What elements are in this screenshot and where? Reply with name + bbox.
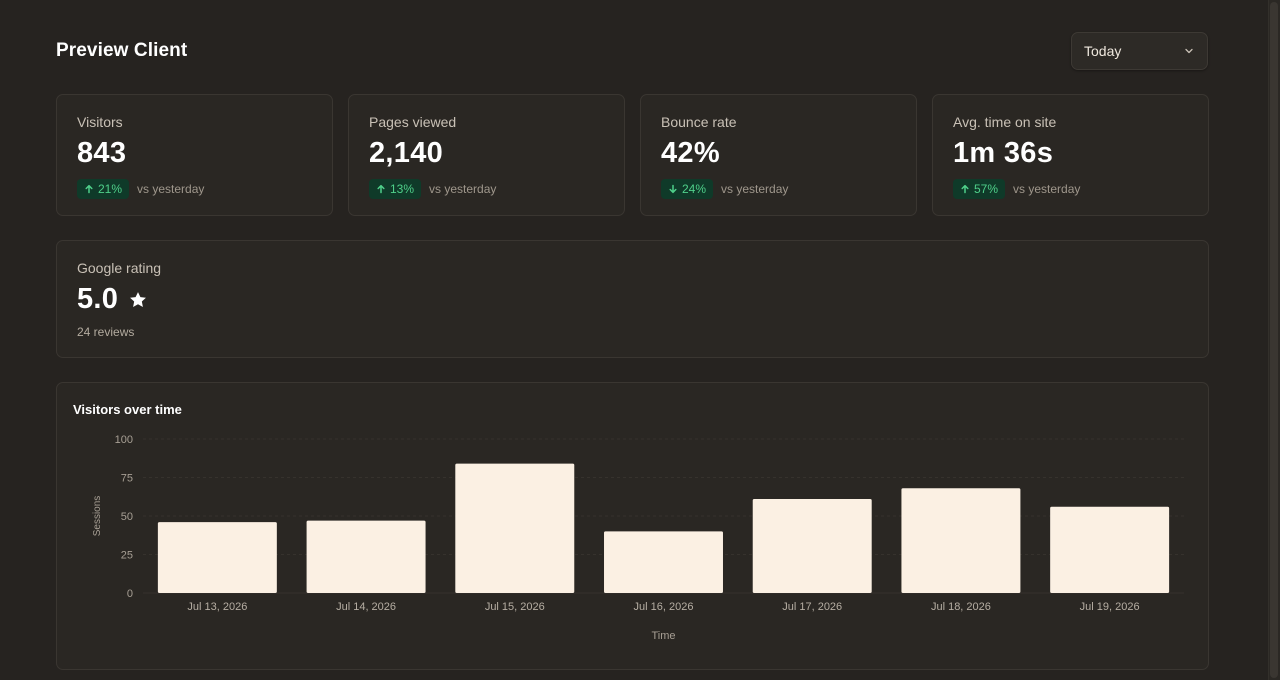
delta-value: 57%: [974, 182, 999, 196]
stat-delta-row: 57% vs yesterday: [953, 179, 1080, 199]
visitors-chart-card: Visitors over time 0 25 50 75 100 Jul 13, 202…: [56, 382, 1209, 670]
stat-value: 1m 36s: [953, 137, 1054, 169]
delta-value: 24%: [682, 182, 707, 196]
delta-value: 21%: [98, 182, 123, 196]
x-tick-label: Jul 19, 2026: [1080, 601, 1140, 613]
arrow-up-icon: [377, 184, 385, 194]
stat-card: Pages viewed 2,140 13% vs yesterday: [348, 94, 625, 216]
arrow-up-icon: [85, 184, 93, 194]
rating-row: 5.0: [77, 283, 148, 316]
delta-badge: 21%: [77, 179, 130, 199]
chevron-down-icon: [1185, 48, 1193, 54]
page-title: Preview Client: [56, 40, 188, 61]
stat-value: 42%: [661, 137, 720, 169]
delta-badge: 13%: [369, 179, 422, 199]
chart-bar: [752, 499, 872, 593]
x-tick-label: Jul 16, 2026: [634, 601, 694, 613]
delta-suffix: vs yesterday: [429, 182, 497, 196]
chart-bar: [306, 520, 426, 593]
page-scrollbar[interactable]: [1268, 0, 1280, 680]
chart-bar: [157, 522, 277, 593]
rating-reviews: 24 reviews: [77, 325, 135, 339]
period-select[interactable]: Today: [1071, 32, 1208, 70]
chart-bar: [901, 488, 1021, 593]
chart-bar: [604, 531, 723, 593]
stat-label: Visitors: [77, 114, 123, 130]
rating-value: 5.0: [77, 283, 119, 315]
star-icon: [130, 291, 147, 307]
arrow-down-icon: [669, 184, 677, 194]
google-rating-card: Google rating 5.0 24 reviews: [56, 240, 1209, 358]
x-tick-label: Jul 18, 2026: [931, 601, 991, 613]
y-tick-label: 75: [121, 473, 133, 485]
y-tick-label: 25: [121, 550, 133, 562]
stat-card: Visitors 843 21% vs yesterday: [56, 94, 333, 216]
stat-delta-row: 24% vs yesterday: [661, 179, 788, 199]
stat-delta-row: 13% vs yesterday: [369, 179, 496, 199]
stat-value: 2,140: [369, 137, 444, 169]
chart-bar: [455, 463, 575, 593]
delta-suffix: vs yesterday: [137, 182, 205, 196]
x-tick-label: Jul 13, 2026: [187, 601, 247, 613]
x-axis-label: Time: [651, 630, 675, 642]
x-tick-label: Jul 15, 2026: [485, 601, 545, 613]
delta-badge: 24%: [661, 179, 714, 199]
y-tick-label: 100: [115, 434, 133, 446]
stat-card: Avg. time on site 1m 36s 57% vs yesterday: [932, 94, 1209, 216]
y-tick-label: 0: [127, 588, 133, 600]
chart-title: Visitors over time: [73, 402, 182, 417]
stat-value: 843: [77, 137, 127, 169]
scrollbar-thumb[interactable]: [1270, 2, 1278, 678]
x-tick-label: Jul 17, 2026: [782, 601, 842, 613]
delta-suffix: vs yesterday: [721, 182, 789, 196]
delta-suffix: vs yesterday: [1013, 182, 1081, 196]
stat-label: Pages viewed: [369, 114, 457, 130]
visitors-bar-chart: 0 25 50 75 100 Jul 13, 2026 Jul 14, 2026 Jul 15…: [92, 434, 1184, 642]
period-select-value: Today: [1084, 43, 1122, 59]
chart-bar: [1050, 506, 1170, 593]
page-header: Preview Client Today: [56, 32, 1208, 70]
stat-label: Avg. time on site: [953, 114, 1057, 130]
y-tick-label: 50: [121, 511, 133, 523]
y-axis-label: Sessions: [92, 496, 103, 537]
rating-label: Google rating: [77, 260, 162, 276]
delta-badge: 57%: [953, 179, 1006, 199]
x-tick-label: Jul 14, 2026: [336, 601, 396, 613]
stat-card: Bounce rate 42% 24% vs yesterday: [640, 94, 917, 216]
delta-value: 13%: [390, 182, 415, 196]
arrow-up-icon: [961, 184, 969, 194]
stat-label: Bounce rate: [661, 114, 737, 130]
stat-delta-row: 21% vs yesterday: [77, 179, 204, 199]
